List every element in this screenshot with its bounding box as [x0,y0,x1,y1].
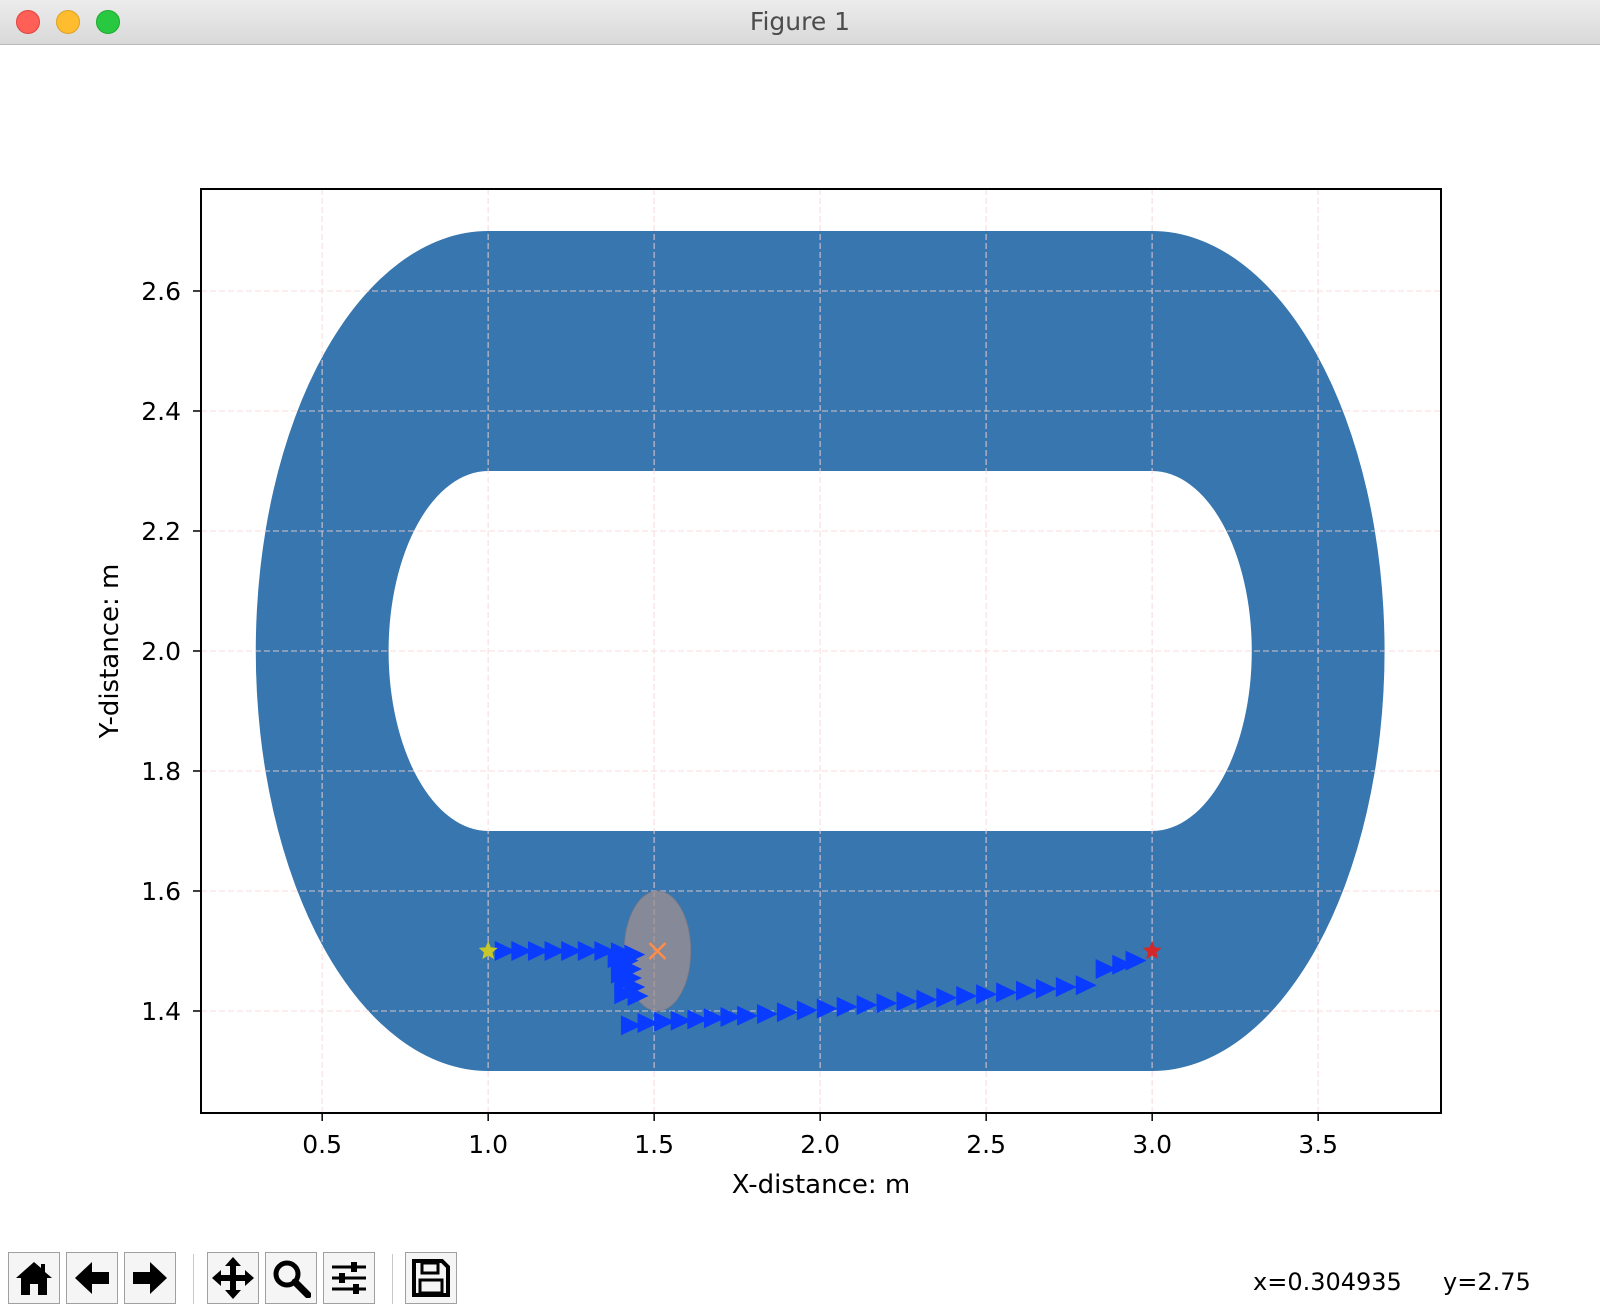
path-marker [796,1000,818,1021]
figure-canvas[interactable]: 0.5 1.0 1.5 2.0 2.5 3.0 3.5 1.4 1.6 1.8 2.0 2.2 2.4 2… [0,45,1600,1245]
path-marker [1075,975,1097,996]
path-marker [627,986,649,1006]
home-icon [16,1262,52,1295]
path-marker [703,1008,725,1029]
y-tick-label: 1.6 [141,877,181,906]
path-marker [511,941,533,961]
zoom-button[interactable] [265,1252,317,1304]
path-marker [737,1005,759,1026]
minimize-window-button[interactable] [56,10,80,34]
maximize-window-button[interactable] [96,10,120,34]
goal-marker [1142,941,1162,960]
path-marker [776,1002,798,1023]
pan-icon [212,1257,254,1299]
path-marker [1035,978,1057,999]
back-button[interactable] [66,1252,118,1304]
title-bar: Figure 1 [0,0,1600,45]
y-tick-label: 2.2 [141,517,181,546]
path-marker [544,941,566,961]
path-marker [620,1015,642,1036]
navigation-toolbar [0,1246,1600,1312]
path-marker [654,1011,676,1032]
path-marker [936,987,958,1008]
path-marker [856,995,878,1015]
configure-subplots-button[interactable] [323,1252,375,1304]
y-tick-label: 2.0 [141,637,181,666]
forward-button[interactable] [124,1252,176,1304]
x-tick-label: 3.0 [1132,1130,1172,1159]
path-marker [1055,977,1077,997]
y-tick-label: 1.4 [141,997,181,1026]
path-marker [1095,959,1117,979]
path-marker [594,941,616,961]
path-marker [670,1010,692,1031]
configure-subplots-icon [332,1262,366,1294]
x-tick-label: 1.5 [634,1130,674,1159]
start-marker [478,941,498,960]
cursor-x-readout: x=0.304935 [1253,1268,1402,1296]
path-marker [614,984,636,1005]
toolbar-separator [392,1254,393,1304]
y-tick-label: 2.4 [141,397,181,426]
x-tick-label: 2.0 [800,1130,840,1159]
path-marker [896,991,918,1012]
back-arrow-icon [75,1262,109,1294]
path-marker [687,1009,709,1030]
pan-button[interactable] [207,1252,259,1304]
close-window-button[interactable] [16,10,40,34]
path-marker [816,998,838,1019]
toolbar-separator [193,1254,194,1304]
x-tick-label: 3.5 [1298,1130,1338,1159]
x-axis-label: X-distance: m [732,1170,910,1200]
x-tick-label: 0.5 [302,1130,342,1159]
path-marker [956,986,978,1006]
save-icon [412,1259,450,1297]
path-marker [976,984,998,1005]
home-button[interactable] [8,1252,60,1304]
obstacle-center-marker [648,942,667,960]
obstacle-x-stroke [648,942,667,960]
y-axis-label: Y-distance: m [95,564,125,740]
path-marker [996,982,1018,1003]
path-marker [527,941,549,961]
y-tick-label: 1.8 [141,757,181,786]
zoom-icon [273,1260,311,1298]
path-marker [494,941,516,961]
x-tick-label: 2.5 [966,1130,1006,1159]
path-marker [577,941,599,961]
track-area [255,231,1385,1071]
path-marker [1016,980,1038,1001]
path-marker [916,989,938,1010]
path-marker [757,1004,779,1024]
x-tick-label: 1.0 [468,1130,508,1159]
y-tick-label: 2.6 [141,277,181,306]
path-marker [836,996,858,1017]
path-marker [1112,954,1134,975]
forward-arrow-icon [133,1262,167,1294]
path-marker [876,993,898,1014]
cursor-y-readout: y=2.75 [1443,1268,1531,1296]
save-button[interactable] [405,1252,457,1304]
path-marker [720,1007,742,1027]
path-marker [637,1013,659,1033]
path-markers [494,941,1147,1036]
path-marker [1125,950,1147,971]
path-marker [561,941,583,961]
window-title: Figure 1 [749,7,851,36]
